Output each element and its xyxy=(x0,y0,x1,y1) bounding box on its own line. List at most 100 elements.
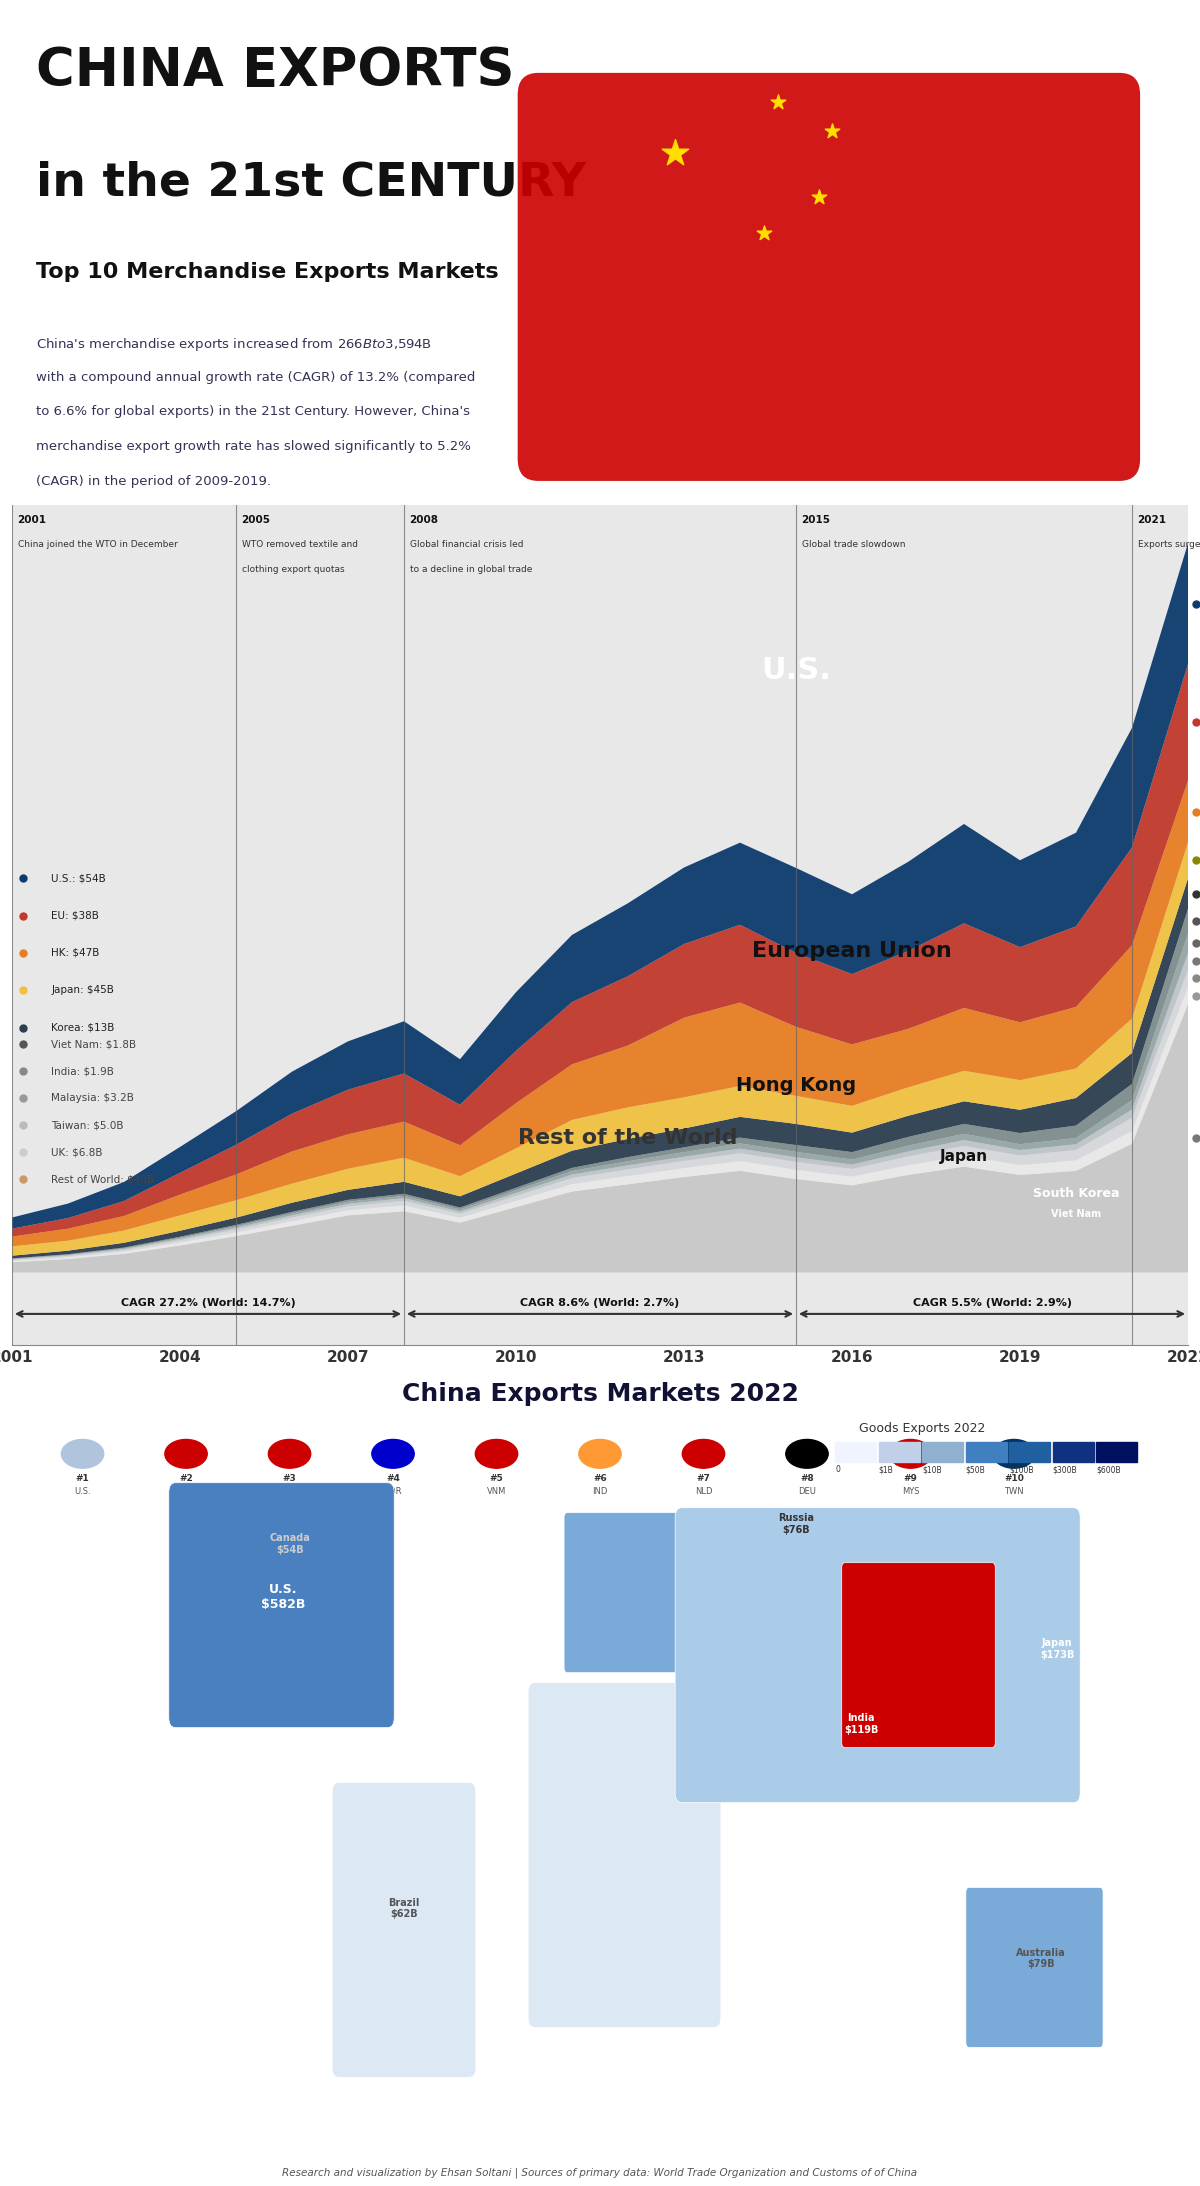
Bar xyxy=(1052,1443,1094,1462)
Text: #5: #5 xyxy=(490,1473,503,1482)
Text: VNM: VNM xyxy=(487,1486,506,1497)
Bar xyxy=(1009,1443,1050,1462)
FancyBboxPatch shape xyxy=(966,1887,1103,2048)
Text: Top 10 Merchandise Exports Markets: Top 10 Merchandise Exports Markets xyxy=(36,262,498,282)
Text: Japan: $45B: Japan: $45B xyxy=(52,986,114,995)
FancyBboxPatch shape xyxy=(528,1683,721,2026)
Text: #2: #2 xyxy=(179,1473,193,1482)
Text: Global trade slowdown: Global trade slowdown xyxy=(802,540,905,549)
Text: JPN: JPN xyxy=(282,1486,296,1497)
Text: clothing export quotas: clothing export quotas xyxy=(241,564,344,575)
Text: in the 21st CENTURY: in the 21st CENTURY xyxy=(36,160,586,205)
Text: Goods Exports 2022: Goods Exports 2022 xyxy=(859,1421,985,1434)
Text: #8: #8 xyxy=(800,1473,814,1482)
Text: 0: 0 xyxy=(835,1465,840,1473)
Text: WTO removed textile and: WTO removed textile and xyxy=(241,540,358,549)
Text: #4: #4 xyxy=(386,1473,400,1482)
Text: 2005: 2005 xyxy=(241,516,271,525)
Point xyxy=(665,136,684,171)
Text: U.S.: U.S. xyxy=(761,656,830,686)
Circle shape xyxy=(889,1438,931,1469)
Point xyxy=(768,85,787,120)
Text: 2015: 2015 xyxy=(802,516,830,525)
Text: European Union: European Union xyxy=(752,940,952,962)
Point xyxy=(823,114,842,149)
Text: DEU: DEU xyxy=(798,1486,816,1497)
Circle shape xyxy=(992,1438,1036,1469)
FancyBboxPatch shape xyxy=(841,1563,995,1747)
Text: Exports surge on easing COVID curbs: Exports surge on easing COVID curbs xyxy=(1138,540,1200,549)
Text: Malaysia: $3.2B: Malaysia: $3.2B xyxy=(52,1093,134,1104)
Circle shape xyxy=(786,1438,828,1469)
Text: #9: #9 xyxy=(904,1473,918,1482)
Circle shape xyxy=(269,1438,311,1469)
Text: #1: #1 xyxy=(76,1473,90,1482)
Text: China Exports Markets 2022: China Exports Markets 2022 xyxy=(402,1382,798,1406)
Text: U.S.
$582B: U.S. $582B xyxy=(260,1583,305,1611)
Text: Canada
$54B: Canada $54B xyxy=(269,1532,310,1554)
Text: Global financial crisis led: Global financial crisis led xyxy=(409,540,523,549)
Point xyxy=(809,179,828,214)
Text: TWN: TWN xyxy=(1004,1486,1024,1497)
Text: Research and visualization by Ehsan Soltani | Sources of primary data: World Tra: Research and visualization by Ehsan Solt… xyxy=(282,2166,918,2177)
Text: EU: $38B: EU: $38B xyxy=(52,912,100,920)
Text: U.S.: U.S. xyxy=(74,1486,91,1497)
Text: #6: #6 xyxy=(593,1473,607,1482)
Text: merchandise export growth rate has slowed significantly to 5.2%: merchandise export growth rate has slowe… xyxy=(36,439,470,453)
Text: Rest of World: $49B: Rest of World: $49B xyxy=(52,1174,155,1185)
Text: Viet Nam: Viet Nam xyxy=(1051,1209,1102,1220)
Circle shape xyxy=(683,1438,725,1469)
FancyBboxPatch shape xyxy=(564,1513,701,1672)
Bar xyxy=(923,1443,964,1462)
Text: India: $1.9B: India: $1.9B xyxy=(52,1067,114,1076)
Text: Korea: $13B: Korea: $13B xyxy=(52,1023,114,1032)
Bar xyxy=(835,1443,876,1462)
Text: India
$119B: India $119B xyxy=(844,1714,878,1733)
Text: 2021: 2021 xyxy=(1138,516,1166,525)
Text: China's merchandise exports increased from $266B to $3,594B: China's merchandise exports increased fr… xyxy=(36,337,432,354)
Text: 2001: 2001 xyxy=(18,516,47,525)
Text: to a decline in global trade: to a decline in global trade xyxy=(409,564,532,575)
Text: $1B: $1B xyxy=(878,1465,894,1473)
Text: CAGR 8.6% (World: 2.7%): CAGR 8.6% (World: 2.7%) xyxy=(521,1298,679,1307)
Text: Australia
$79B: Australia $79B xyxy=(1016,1948,1066,1970)
Text: Japan: Japan xyxy=(940,1150,988,1163)
Text: $300B: $300B xyxy=(1052,1465,1078,1473)
Circle shape xyxy=(578,1438,622,1469)
Text: #10: #10 xyxy=(1004,1473,1024,1482)
Text: UK: $6.8B: UK: $6.8B xyxy=(52,1148,103,1156)
Text: CAGR 5.5% (World: 2.9%): CAGR 5.5% (World: 2.9%) xyxy=(912,1298,1072,1307)
Text: #7: #7 xyxy=(696,1473,710,1482)
Text: $10B: $10B xyxy=(923,1465,942,1473)
Circle shape xyxy=(164,1438,208,1469)
Text: HK: $47B: HK: $47B xyxy=(52,949,100,957)
Text: to 6.6% for global exports) in the 21st Century. However, China's: to 6.6% for global exports) in the 21st … xyxy=(36,404,469,418)
Text: South Korea: South Korea xyxy=(1033,1187,1120,1200)
FancyBboxPatch shape xyxy=(169,1482,395,1727)
Bar xyxy=(878,1443,920,1462)
Text: Hong Kong: Hong Kong xyxy=(736,1076,856,1095)
Text: with a compound annual growth rate (CAGR) of 13.2% (compared: with a compound annual growth rate (CAGR… xyxy=(36,372,475,385)
Text: $600B: $600B xyxy=(1097,1465,1121,1473)
FancyBboxPatch shape xyxy=(676,1508,1080,1803)
Text: KOR: KOR xyxy=(384,1486,402,1497)
Text: Japan
$173B: Japan $173B xyxy=(1040,1637,1074,1659)
FancyBboxPatch shape xyxy=(517,72,1140,481)
Text: #3: #3 xyxy=(283,1473,296,1482)
Text: Taiwan: $5.0B: Taiwan: $5.0B xyxy=(52,1119,124,1130)
Bar xyxy=(966,1443,1007,1462)
Text: IND: IND xyxy=(593,1486,607,1497)
Text: CHINA EXPORTS: CHINA EXPORTS xyxy=(36,46,514,96)
Text: Brazil
$62B: Brazil $62B xyxy=(389,1897,420,1919)
Circle shape xyxy=(475,1438,517,1469)
Text: 2008: 2008 xyxy=(409,516,439,525)
Text: MYS: MYS xyxy=(901,1486,919,1497)
Text: (CAGR) in the period of 2009-2019.: (CAGR) in the period of 2009-2019. xyxy=(36,474,270,487)
Text: Russia
$76B: Russia $76B xyxy=(778,1513,814,1535)
Bar xyxy=(1097,1443,1138,1462)
Circle shape xyxy=(372,1438,414,1469)
Text: HKG: HKG xyxy=(176,1486,196,1497)
Point xyxy=(755,216,774,251)
Text: Viet Nam: $1.8B: Viet Nam: $1.8B xyxy=(52,1038,137,1049)
Text: U.S.: $54B: U.S.: $54B xyxy=(52,872,106,883)
